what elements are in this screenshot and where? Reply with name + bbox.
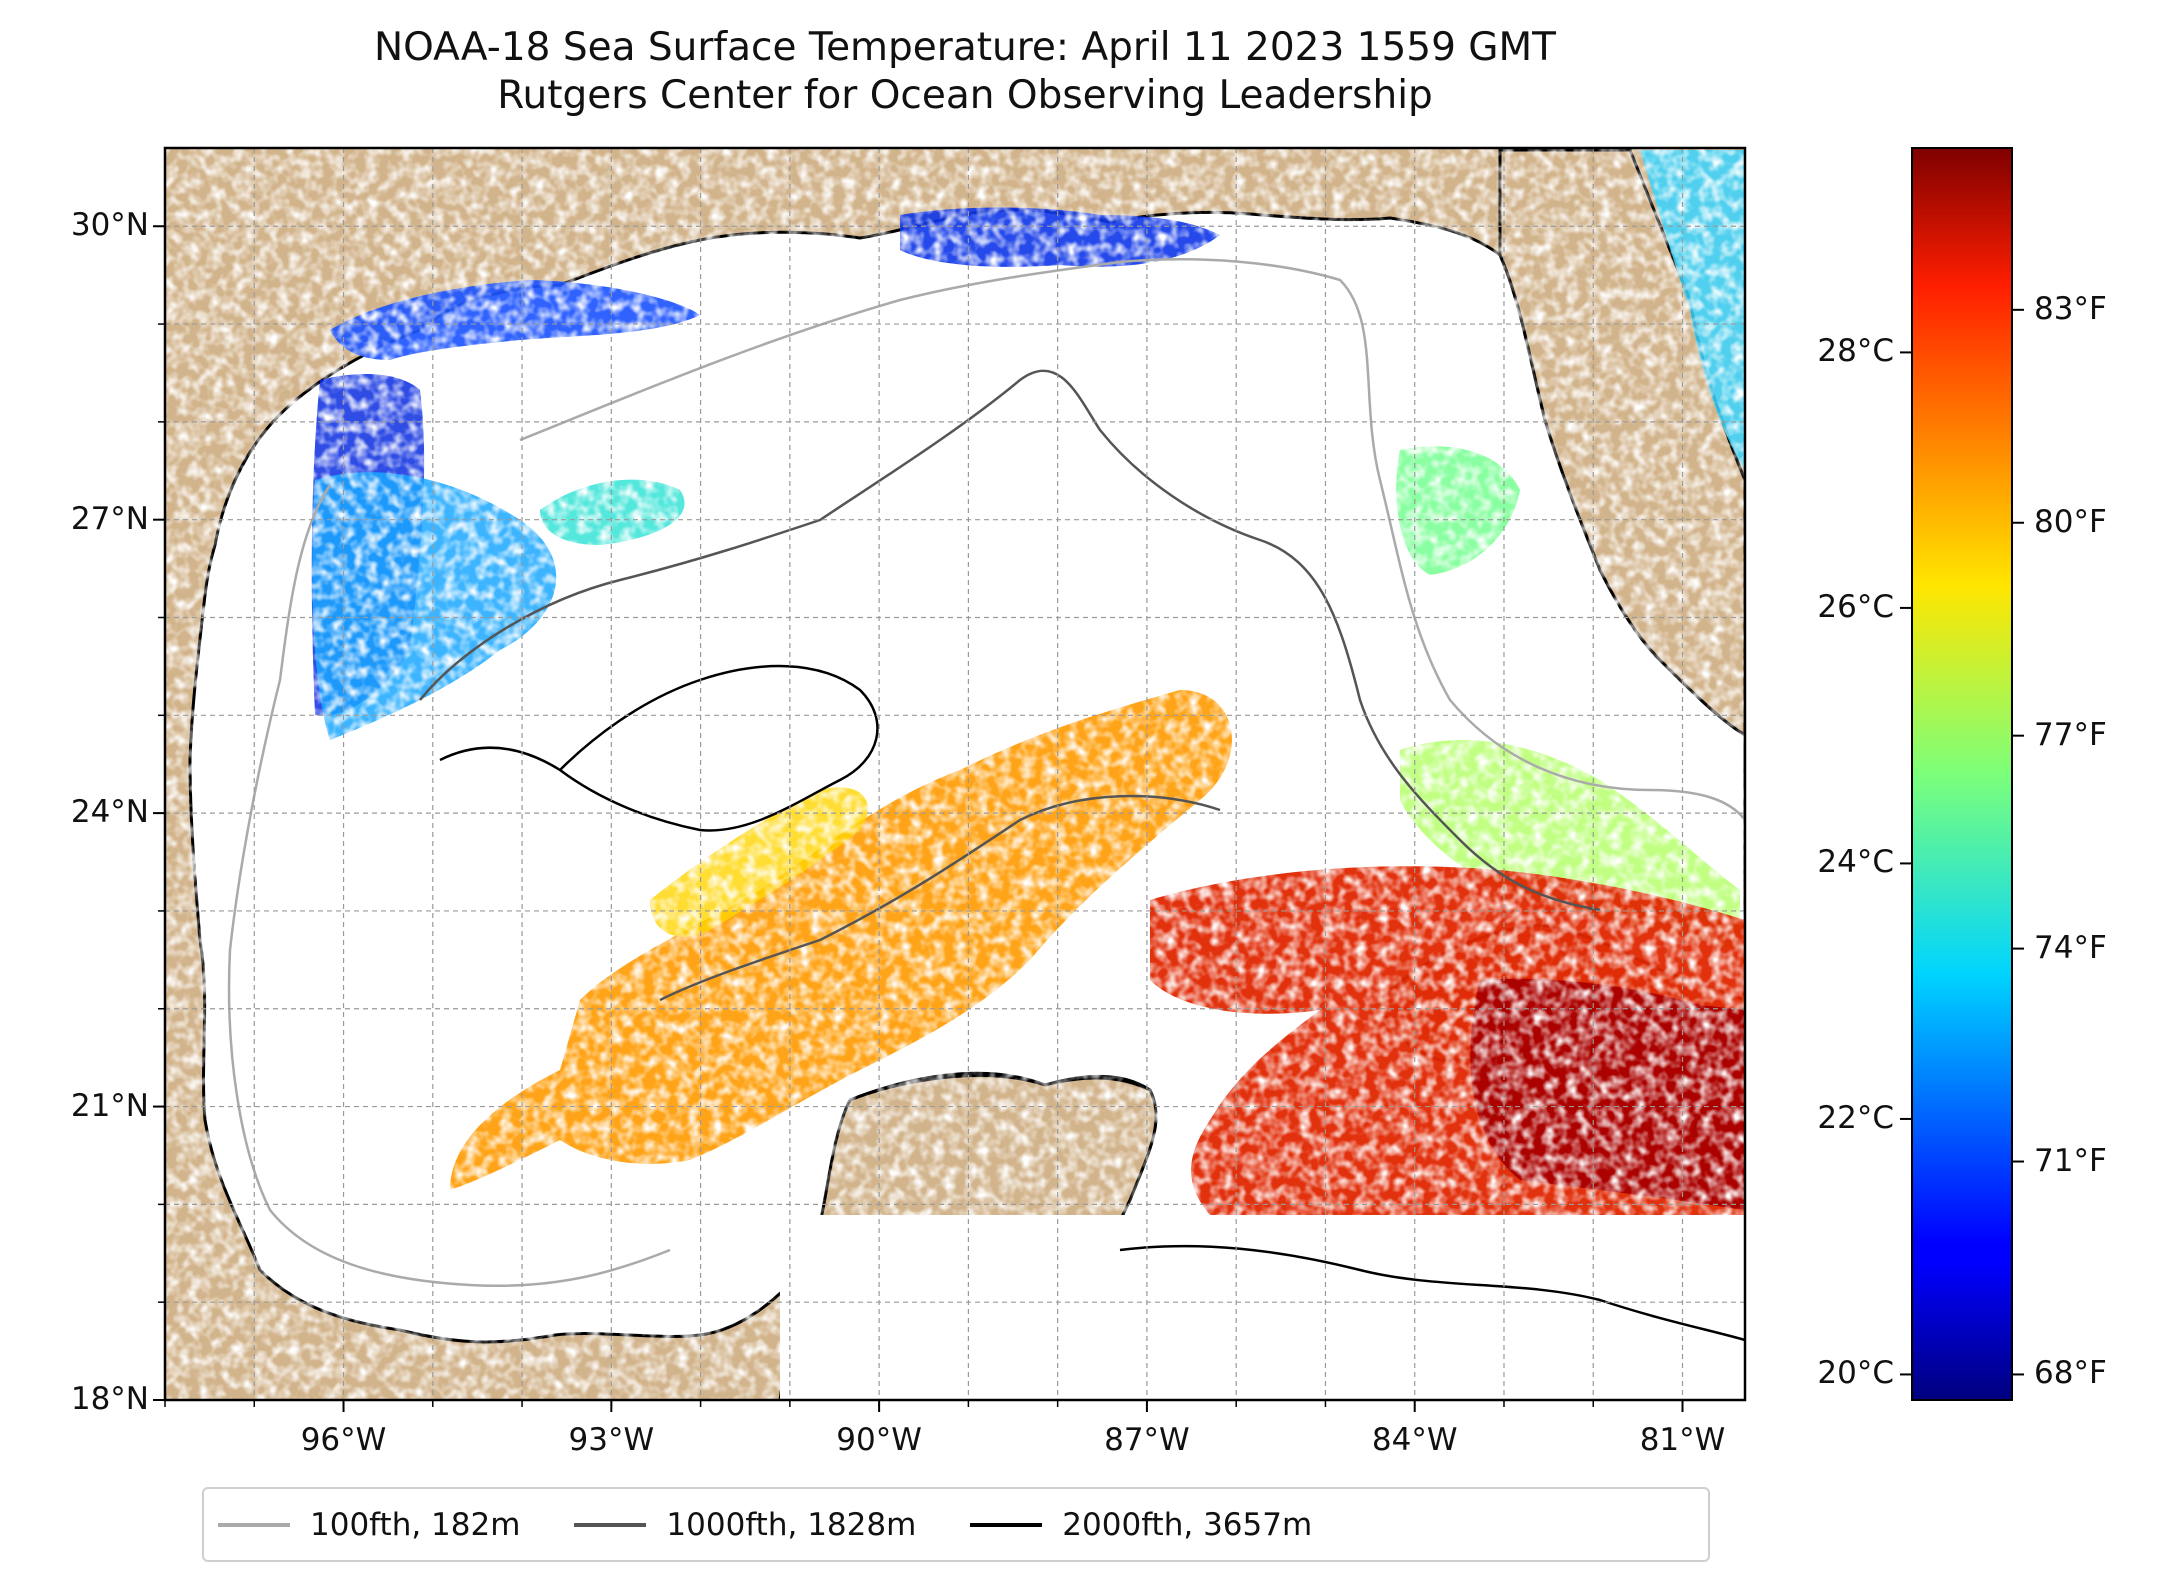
legend-item: 2000fth, 3657m [970,1507,1312,1543]
fahrenheit-tick-label: 80°F [2034,503,2107,540]
title-line-2: Rutgers Center for Ocean Observing Leade… [497,73,1433,118]
lon-tick-label: 87°W [1104,1422,1190,1458]
legend-label: 100fth, 182m [310,1506,521,1543]
lat-tick-label: 18°N [70,1381,149,1417]
lon-tick-label: 93°W [568,1422,655,1458]
lon-tick-label: 96°W [300,1422,387,1458]
fahrenheit-tick-label: 83°F [2034,290,2107,327]
celsius-tick-label: 26°C [1817,588,1894,625]
contour-100fth [227,258,1745,1287]
legend-label: 1000fth, 1828m [666,1506,917,1543]
legend-item: 100fth, 182m [218,1507,520,1543]
legend-label: 2000fth, 3657m [1062,1506,1313,1543]
legend-item: 1000fth, 1828m [574,1507,916,1543]
sst-speckle-texture [165,148,1745,1400]
legend-line-swatch [970,1522,1043,1527]
fahrenheit-tick-label: 68°F [2034,1355,2107,1392]
lon-tick-label: 81°W [1639,1422,1726,1458]
colorbar-ticks [1900,308,2024,1376]
fahrenheit-tick-label: 77°F [2034,716,2107,753]
gridlines [165,148,1745,1400]
lat-tick-label: 21°N [70,1087,149,1124]
legend-line-swatch [218,1522,290,1527]
bathymetry-contours [227,258,1745,1342]
lat-tick-label: 24°N [70,794,149,831]
fahrenheit-tick-label: 74°F [2034,929,2107,966]
celsius-tick-label: 20°C [1817,1355,1894,1392]
map-content [165,148,1745,1400]
bathymetry-legend: 100fth, 182m 1000fth, 1828m 2000fth, 3657m [202,1487,1710,1562]
axis-ticks [153,225,1684,1412]
sst-data-layer [165,148,1745,1400]
legend-line-swatch [574,1522,647,1527]
lat-tick-label: 30°N [70,207,149,244]
title-line-1: NOAA-18 Sea Surface Temperature: April 1… [373,25,1557,70]
celsius-tick-label: 28°C [1817,333,1894,370]
celsius-tick-label: 24°C [1817,844,1894,881]
lon-tick-label: 84°W [1371,1422,1458,1458]
celsius-tick-label: 22°C [1817,1099,1894,1136]
contour-2000fth [439,664,1745,1342]
fahrenheit-tick-label: 71°F [2034,1142,2107,1179]
map-title: NOAA-18 Sea Surface Temperature: April 1… [0,24,1930,120]
colorbar [1911,147,2013,1401]
lat-tick-label: 27°N [70,500,149,537]
lon-tick-label: 90°W [836,1422,922,1458]
map-frame [163,146,1747,1402]
contour-1000fth [419,369,1601,1002]
